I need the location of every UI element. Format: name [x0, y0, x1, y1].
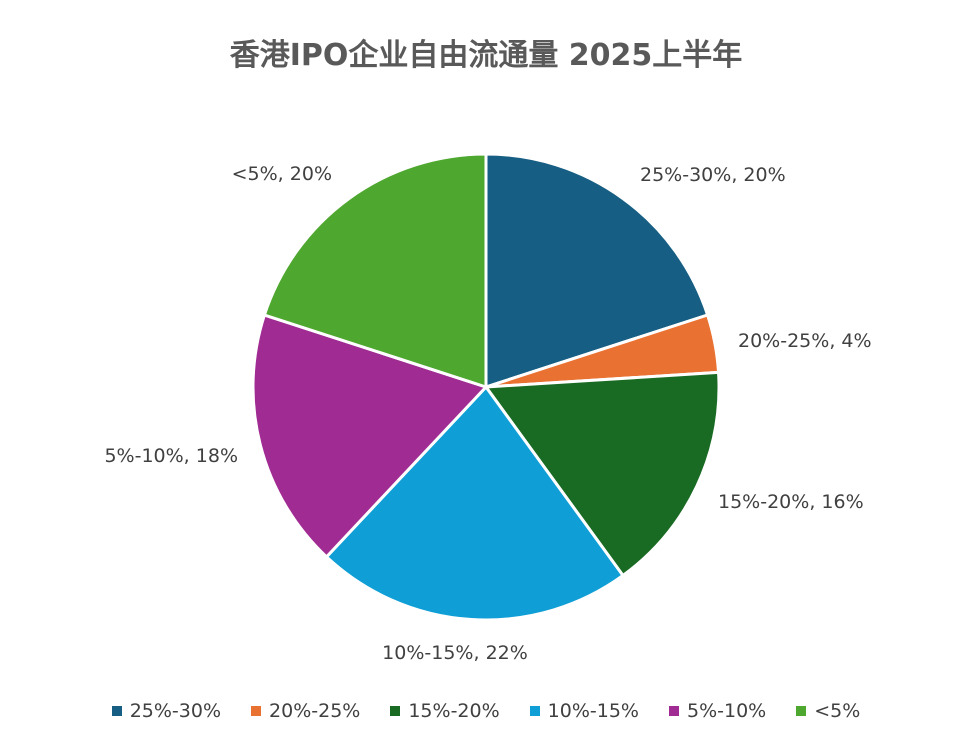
legend-item-1: 20%-25% — [251, 700, 360, 722]
legend-swatch — [111, 706, 122, 716]
chart-title: 香港IPO企业自由流通量 2025上半年 — [229, 38, 743, 73]
legend-label: <5% — [814, 700, 861, 722]
legend-item-5: <5% — [796, 700, 860, 722]
data-label-0: 25%-30%, 20% — [640, 164, 786, 186]
legend-label: 20%-25% — [269, 700, 361, 722]
legend-item-4: 5%-10% — [669, 700, 766, 722]
legend-label: 5%-10% — [687, 700, 767, 722]
legend-swatch — [529, 706, 540, 716]
data-label-4: 5%-10%, 18% — [104, 445, 238, 467]
legend-swatch — [251, 706, 262, 716]
legend-swatch — [669, 706, 679, 716]
pie-slice-0 — [484, 152, 710, 390]
data-label-1: 20%-25%, 4% — [738, 330, 872, 352]
legend-item-2: 15%-20% — [390, 700, 500, 722]
legend-label: 15%-20% — [408, 700, 500, 722]
legend-label: 25%-30% — [129, 700, 222, 722]
data-label-5: <5%, 20% — [232, 163, 332, 185]
legend-item-0: 25%-30% — [111, 700, 222, 722]
legend-label: 10%-15% — [547, 700, 639, 722]
pie-slice-2 — [483, 370, 721, 578]
legend: 25%-30% 20%-25% 15%-20% 10%-15% 5%-10% <5% — [0, 700, 972, 722]
legend-item-3: 10%-15% — [529, 700, 639, 722]
legend-swatch — [796, 706, 807, 716]
data-label-3: 10%-15%, 22% — [382, 642, 528, 664]
legend-swatch — [390, 706, 401, 716]
pie-slice-4 — [251, 313, 489, 559]
pie-slice-5 — [262, 152, 488, 390]
data-label-2: 15%-20%, 16% — [718, 491, 864, 513]
pie-slice-3 — [324, 384, 626, 622]
